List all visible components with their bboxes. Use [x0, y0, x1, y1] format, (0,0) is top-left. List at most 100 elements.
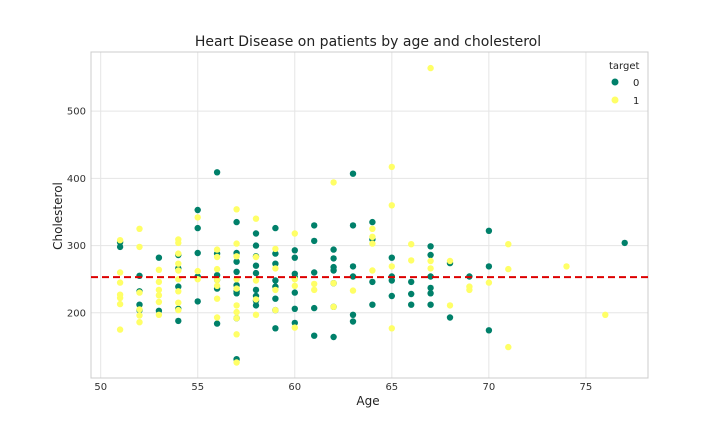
data-point — [505, 343, 512, 351]
y-tick-label: 300 — [67, 241, 86, 252]
data-point — [233, 308, 240, 316]
data-point — [233, 302, 240, 309]
x-tick-label: 75 — [580, 382, 593, 393]
data-point — [155, 254, 163, 261]
data-point — [252, 230, 260, 237]
data-point — [602, 311, 609, 318]
data-point — [233, 290, 240, 297]
data-point — [311, 222, 318, 229]
data-point — [349, 170, 357, 177]
data-point — [427, 257, 434, 265]
data-point — [252, 311, 260, 318]
data-point — [175, 288, 182, 295]
data-point — [194, 224, 201, 232]
x-tick-label: 65 — [385, 382, 398, 393]
legend-label-0: 0 — [633, 78, 639, 89]
data-point — [349, 287, 357, 294]
data-point — [252, 215, 260, 222]
data-point — [116, 243, 124, 251]
data-point — [349, 311, 357, 318]
data-point — [369, 233, 376, 240]
data-point — [213, 169, 221, 176]
data-point — [175, 306, 182, 314]
data-point — [136, 225, 143, 232]
data-point — [330, 246, 337, 253]
data-point — [233, 258, 240, 265]
data-point — [505, 241, 512, 248]
data-point — [311, 269, 318, 276]
data-point — [311, 332, 318, 339]
data-point — [116, 294, 124, 302]
data-point — [233, 331, 240, 338]
data-point — [427, 301, 434, 308]
data-point — [563, 263, 570, 270]
data-point — [194, 214, 201, 221]
legend-label-1: 1 — [633, 96, 639, 107]
y-tick-label: 200 — [67, 308, 86, 319]
data-point — [155, 278, 163, 286]
data-point — [427, 265, 434, 272]
data-point — [291, 305, 298, 312]
data-point — [388, 202, 395, 209]
chart-title: Heart Disease on patients by age and cho… — [195, 34, 541, 50]
data-point — [408, 290, 415, 298]
x-tick-label: 55 — [191, 382, 204, 393]
data-point — [155, 298, 163, 306]
data-point — [427, 284, 434, 292]
data-point — [233, 206, 240, 213]
data-point — [175, 283, 182, 290]
data-point — [408, 278, 415, 286]
data-point — [136, 289, 143, 296]
data-point — [291, 289, 298, 296]
data-point — [116, 269, 124, 276]
data-point — [252, 277, 260, 284]
x-tick-label: 60 — [288, 382, 301, 393]
data-point — [252, 242, 260, 249]
data-point — [408, 257, 415, 264]
data-point — [252, 269, 260, 277]
data-point — [408, 241, 415, 248]
data-point — [311, 280, 318, 288]
data-point — [233, 285, 240, 292]
data-point — [446, 257, 454, 265]
data-point — [369, 278, 376, 286]
x-tick-label: 50 — [94, 382, 107, 393]
data-point — [621, 239, 628, 247]
data-point — [233, 315, 240, 322]
legend: target 0 1 — [609, 61, 639, 107]
y-axis-label: Cholesterol — [51, 182, 65, 250]
data-point — [213, 246, 221, 253]
data-point — [349, 318, 357, 325]
data-point — [175, 239, 182, 247]
data-point — [505, 265, 512, 273]
data-point — [136, 301, 143, 308]
data-point — [427, 251, 434, 259]
data-point — [369, 225, 376, 232]
data-point — [116, 279, 124, 286]
data-point — [388, 325, 395, 332]
data-point — [155, 292, 163, 299]
data-point — [427, 290, 434, 297]
data-point — [272, 260, 279, 267]
data-point — [291, 324, 298, 331]
data-point — [272, 250, 279, 257]
data-point — [485, 263, 493, 270]
data-point — [272, 306, 279, 314]
data-point — [272, 325, 279, 332]
data-point — [388, 254, 395, 261]
data-point — [466, 286, 473, 294]
data-point — [311, 304, 318, 312]
data-point — [213, 282, 221, 290]
data-point — [272, 286, 279, 294]
data-point — [369, 267, 376, 274]
data-point — [369, 240, 376, 247]
data-point — [155, 286, 163, 294]
data-point — [233, 253, 240, 260]
data-point — [213, 295, 221, 302]
data-point — [272, 295, 279, 302]
data-point — [194, 206, 201, 214]
data-point — [175, 317, 182, 325]
data-point — [252, 286, 260, 294]
data-point — [272, 277, 279, 284]
